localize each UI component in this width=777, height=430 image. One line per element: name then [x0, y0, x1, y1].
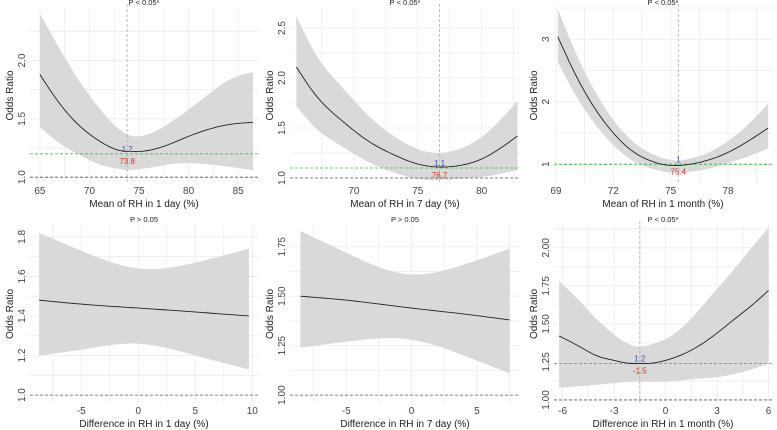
confidence-band [39, 232, 249, 370]
min-x-label: 75.4 [671, 167, 687, 176]
odds-ratio-line [557, 36, 769, 167]
y-tick-label: 2.0 [17, 53, 28, 67]
y-tick-label: 1.8 [17, 229, 28, 243]
y-tick-label: 1.0 [277, 171, 288, 185]
x-tick-label: 70 [348, 186, 360, 197]
x-tick-label: 78 [722, 186, 734, 197]
x-tick-label: 85 [233, 186, 245, 197]
min-or-label: 1.1 [434, 159, 446, 168]
confidence-band [559, 228, 769, 388]
y-tick-label: 1.25 [541, 352, 552, 372]
x-tick-label: 72 [608, 186, 620, 197]
y-tick-label: 1.4 [17, 309, 28, 323]
y-tick-label: 2.5 [277, 21, 288, 35]
x-tick-label: 69 [550, 186, 562, 197]
y-tick-label: 1.75 [541, 276, 552, 296]
panel-title: P < 0.05* [390, 0, 421, 7]
x-tick-label: -5 [342, 406, 351, 417]
y-tick-label: 1 [541, 161, 552, 167]
y-axis-title: Odds Ratio [265, 70, 276, 120]
panel-1: 1.2 73.8 65 70 75 80 85 1.0 1.5 2.0 P < 0.05* Mean … [5, 0, 258, 210]
x-axis-title: Mean of RH in 1 day (%) [89, 199, 199, 210]
confidence-band [557, 9, 769, 173]
odds-ratio-line [39, 299, 249, 317]
x-tick-label: 70 [84, 186, 96, 197]
y-tick-label: 1.50 [277, 286, 288, 306]
x-tick-label: 6 [766, 406, 772, 417]
y-tick-label: 1.2 [17, 348, 28, 362]
x-tick-label: -3 [610, 406, 619, 417]
y-axis-title: Odds Ratio [529, 70, 540, 120]
x-tick-label: 0 [136, 406, 142, 417]
panel-title: P < 0.05* [648, 0, 679, 7]
y-axis-title: Odds Ratio [5, 289, 16, 339]
x-tick-label: 80 [183, 186, 195, 197]
x-tick-label: -5 [77, 406, 86, 417]
panel-title: P > 0.05 [391, 215, 419, 224]
y-tick-label: 1.5 [17, 111, 28, 125]
confidence-band [39, 13, 254, 171]
y-tick-label: 1.0 [17, 388, 28, 402]
x-tick-label: 0 [663, 406, 669, 417]
y-tick-label: 1.75 [277, 237, 288, 257]
panel-6: 1.2 -1.5 -6 -3 0 3 6 1.00 1.25 1.50 1.75 2.00 P < 0.… [529, 215, 772, 430]
panel-title: P < 0.05* [129, 0, 160, 7]
confidence-band [296, 16, 518, 181]
x-tick-label: 75 [133, 186, 145, 197]
x-tick-label: 5 [474, 406, 480, 417]
y-tick-label: 1.50 [541, 314, 552, 334]
panel-5: -5 0 5 1.00 1.25 1.50 1.75 P > 0.05 Difference i… [265, 215, 520, 430]
odds-ratio-line [39, 74, 254, 153]
x-tick-label: 3 [714, 406, 720, 417]
x-tick-label: 0 [409, 406, 415, 417]
y-tick-label: 1.00 [541, 390, 552, 410]
y-axis-title: Odds Ratio [529, 289, 540, 339]
y-tick-label: 2 [541, 99, 552, 105]
y-tick-label: 1.6 [17, 269, 28, 283]
x-tick-label: 80 [476, 186, 488, 197]
x-tick-label: 5 [193, 406, 199, 417]
min-x-label: 73.8 [119, 157, 135, 166]
y-tick-label: 2.0 [277, 71, 288, 85]
panel-4: -5 0 5 10 1.0 1.2 1.4 1.6 1.8 P > 0.05 Difference … [5, 215, 258, 430]
panel-3: 1 75.4 69 72 75 78 1 2 3 P < 0.05* Mean of RH in 1… [529, 0, 772, 210]
confidence-band [300, 230, 510, 374]
x-tick-label: 65 [34, 186, 46, 197]
min-x-label: 76.7 [432, 171, 448, 180]
panel-title: P > 0.05 [130, 215, 158, 224]
x-axis-title: Difference in RH in 1 day (%) [79, 419, 208, 430]
y-tick-label: 1.5 [277, 121, 288, 135]
panel-2: 1.1 76.7 70 75 80 1.0 1.5 2.0 2.5 P < 0.05* Mean o… [265, 0, 520, 210]
panel-title: P < 0.05* [648, 215, 679, 224]
min-or-label: 1.2 [122, 145, 134, 154]
x-tick-label: 10 [247, 406, 259, 417]
min-or-label: 1 [676, 155, 681, 164]
x-tick-label: 75 [665, 186, 677, 197]
x-axis-title: Mean of RH in 1 month (%) [602, 199, 723, 210]
odds-ratio-line [558, 290, 769, 364]
y-tick-label: 2.00 [541, 238, 552, 258]
y-tick-label: 1.00 [277, 385, 288, 405]
x-tick-label: 75 [412, 186, 424, 197]
x-axis-title: Difference in RH in 7 day (%) [340, 419, 469, 430]
min-x-label: -1.5 [633, 366, 647, 375]
y-tick-label: 1.25 [277, 335, 288, 355]
y-axis-title: Odds Ratio [265, 289, 276, 339]
y-tick-label: 3 [541, 36, 552, 42]
y-axis-title: Odds Ratio [5, 70, 16, 120]
odds-ratio-line [296, 66, 518, 168]
odds-ratio-line [300, 295, 510, 321]
x-axis-title: Mean of RH in 7 day (%) [350, 199, 460, 210]
x-axis-title: Difference in RH in 1 month (%) [593, 419, 734, 430]
x-tick-label: -6 [558, 406, 567, 417]
y-tick-label: 1.0 [17, 170, 28, 184]
min-or-label: 1.2 [634, 354, 646, 363]
